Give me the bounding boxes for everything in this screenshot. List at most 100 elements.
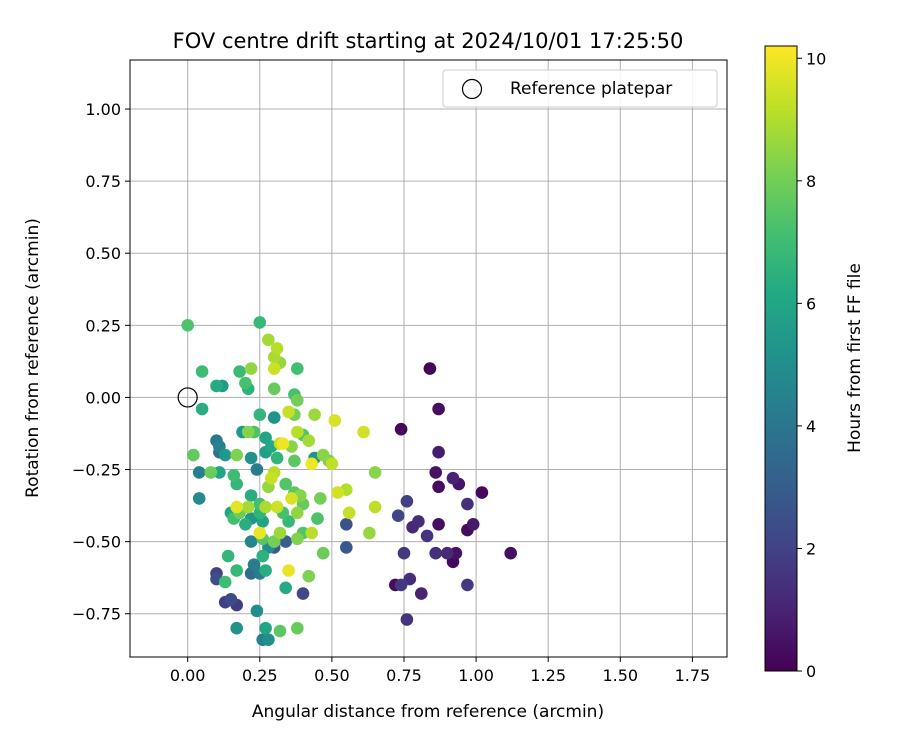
colorbar-tick-label: 6 bbox=[806, 294, 816, 313]
data-point bbox=[210, 379, 223, 393]
data-point bbox=[285, 492, 298, 505]
data-point bbox=[218, 448, 232, 462]
data-point bbox=[429, 546, 443, 560]
data-point bbox=[253, 316, 267, 329]
data-point bbox=[192, 466, 206, 479]
colorbar-ticks: 0 2 4 6 8 10 bbox=[797, 49, 826, 681]
x-tick-label: 1.75 bbox=[675, 666, 711, 685]
data-point bbox=[265, 471, 278, 485]
y-axis-ticks: 1.00 0.75 0.50 0.25 0.00 −0.25 −0.50 −0.75 bbox=[72, 100, 130, 624]
data-point bbox=[230, 448, 243, 462]
data-point bbox=[420, 529, 434, 543]
data-point bbox=[429, 466, 443, 479]
y-tick-label: 0.00 bbox=[85, 388, 121, 407]
data-point bbox=[432, 445, 445, 459]
data-point bbox=[432, 480, 445, 494]
data-point bbox=[267, 362, 281, 375]
data-point bbox=[291, 362, 304, 375]
data-point bbox=[296, 587, 310, 600]
x-axis-label: Angular distance from reference (arcmin) bbox=[252, 702, 604, 722]
data-point bbox=[270, 451, 284, 465]
data-point bbox=[250, 604, 264, 618]
data-point bbox=[423, 362, 437, 375]
data-point bbox=[195, 402, 209, 416]
data-point bbox=[308, 408, 321, 422]
data-point bbox=[218, 575, 232, 589]
data-point bbox=[302, 434, 316, 448]
data-point bbox=[466, 518, 480, 531]
data-point bbox=[282, 405, 295, 419]
data-points bbox=[181, 316, 517, 646]
data-point bbox=[267, 411, 281, 424]
data-point bbox=[328, 414, 342, 427]
data-point bbox=[230, 564, 243, 577]
data-point bbox=[412, 515, 425, 528]
data-point bbox=[244, 535, 258, 548]
data-point bbox=[279, 477, 293, 491]
data-point bbox=[273, 526, 287, 540]
data-point bbox=[262, 633, 275, 646]
data-point bbox=[181, 319, 194, 332]
x-tick-label: 1.25 bbox=[530, 666, 566, 685]
colorbar-tick-label: 8 bbox=[806, 172, 816, 191]
chart-title: FOV centre drift starting at 2024/10/01 … bbox=[173, 29, 684, 53]
y-tick-label: 1.00 bbox=[85, 100, 121, 119]
x-tick-label: 0.25 bbox=[242, 666, 278, 685]
data-point bbox=[259, 564, 272, 577]
y-tick-label: 0.50 bbox=[85, 244, 121, 263]
colorbar-gradient bbox=[765, 46, 797, 671]
colorbar-tick-label: 2 bbox=[806, 539, 816, 558]
data-point bbox=[262, 333, 275, 347]
data-point bbox=[316, 546, 330, 560]
plot-area bbox=[129, 59, 728, 658]
data-point bbox=[221, 549, 235, 563]
data-point bbox=[368, 500, 382, 514]
data-point bbox=[259, 500, 272, 514]
reference-marker bbox=[177, 387, 198, 408]
x-tick-label: 0.75 bbox=[386, 666, 422, 685]
legend: Reference platepar bbox=[442, 69, 718, 108]
legend-box bbox=[442, 69, 718, 108]
y-tick-label: −0.75 bbox=[72, 605, 121, 624]
data-point bbox=[230, 621, 243, 635]
data-point bbox=[432, 518, 445, 531]
data-point bbox=[475, 486, 489, 499]
colorbar-tick-label: 4 bbox=[806, 417, 816, 436]
data-point bbox=[270, 342, 284, 355]
data-point bbox=[391, 509, 405, 522]
data-point bbox=[415, 587, 428, 600]
data-point bbox=[244, 362, 258, 375]
data-point bbox=[273, 624, 287, 638]
data-point bbox=[253, 526, 267, 540]
x-tick-label: 0.00 bbox=[170, 666, 206, 685]
data-point bbox=[276, 437, 290, 450]
data-point bbox=[288, 454, 301, 468]
data-point bbox=[314, 492, 327, 505]
data-point bbox=[432, 402, 445, 416]
colorbar-frame bbox=[764, 45, 798, 672]
data-point bbox=[239, 518, 252, 531]
data-point bbox=[394, 578, 408, 592]
colorbar-tick-label: 10 bbox=[806, 49, 826, 68]
data-point bbox=[192, 492, 206, 505]
y-tick-label: −0.50 bbox=[72, 533, 121, 552]
data-point bbox=[449, 546, 463, 560]
data-point bbox=[241, 500, 255, 514]
data-point bbox=[368, 466, 382, 479]
data-point bbox=[325, 457, 339, 471]
y-axis-label: Rotation from reference (arcmin) bbox=[23, 218, 43, 498]
data-point bbox=[302, 569, 316, 583]
data-point bbox=[282, 564, 295, 577]
data-point bbox=[394, 422, 408, 436]
data-point bbox=[239, 376, 252, 390]
data-point bbox=[331, 486, 345, 499]
data-point bbox=[305, 457, 319, 471]
data-point bbox=[187, 448, 200, 462]
data-point bbox=[446, 471, 460, 485]
data-point bbox=[244, 489, 258, 502]
data-point bbox=[340, 541, 353, 554]
data-point bbox=[241, 425, 255, 439]
data-point bbox=[230, 500, 243, 514]
legend-label: Reference platepar bbox=[510, 79, 672, 99]
